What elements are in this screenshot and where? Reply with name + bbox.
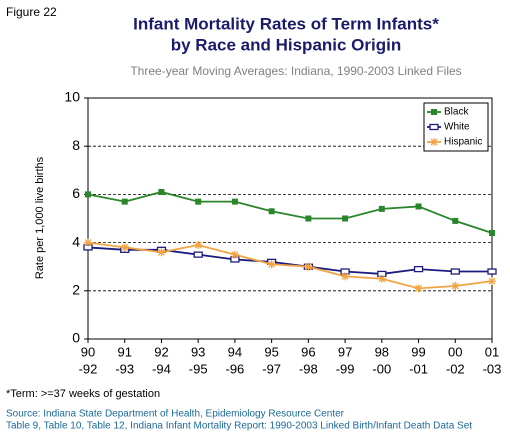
marker xyxy=(431,109,437,115)
figure-label: Figure 22 xyxy=(6,5,57,19)
marker xyxy=(121,198,128,205)
marker xyxy=(430,138,438,146)
legend-label: White xyxy=(444,122,470,133)
marker xyxy=(451,281,460,290)
marker xyxy=(415,203,422,210)
y-tick-label: 4 xyxy=(72,233,80,249)
marker xyxy=(413,265,424,273)
x-tick-label: 99 xyxy=(411,344,425,359)
marker xyxy=(489,229,495,236)
x-tick-label: 00 xyxy=(448,344,462,359)
x-tick-label: -01 xyxy=(409,361,428,376)
x-tick-label: -03 xyxy=(483,361,502,376)
marker xyxy=(487,268,497,275)
x-tick-label: -00 xyxy=(372,361,391,376)
marker xyxy=(230,250,239,259)
marker xyxy=(85,191,91,198)
series-line xyxy=(87,191,493,234)
marker xyxy=(304,262,313,271)
marker xyxy=(194,241,203,250)
marker xyxy=(195,198,202,205)
plot-area xyxy=(87,97,493,340)
x-tick-label: 94 xyxy=(228,344,242,359)
x-tick-label: 92 xyxy=(154,344,168,359)
source: Table 9, Table 10, Table 12, Indiana Inf… xyxy=(6,421,472,432)
marker xyxy=(342,215,349,222)
x-tick-label: -99 xyxy=(336,361,355,376)
y-tick-label: 2 xyxy=(72,282,80,298)
marker xyxy=(231,198,238,205)
chart-subtitle: Three-year Moving Averages: Indiana, 199… xyxy=(130,64,461,78)
x-tick-label: -98 xyxy=(299,361,318,376)
x-tick-label: -96 xyxy=(226,361,245,376)
x-tick-label: 93 xyxy=(191,344,205,359)
series-line xyxy=(87,241,493,290)
marker xyxy=(268,208,275,215)
marker xyxy=(84,238,92,247)
marker xyxy=(158,188,165,195)
x-tick-label: -02 xyxy=(446,361,465,376)
marker xyxy=(450,268,460,275)
x-tick-label: -92 xyxy=(79,361,98,376)
y-tick-label: 8 xyxy=(72,137,80,153)
marker xyxy=(378,205,385,212)
x-tick-label: 01 xyxy=(485,344,499,359)
x-tick-label: 91 xyxy=(117,344,131,359)
source: Source: Indiana State Department of Heal… xyxy=(6,409,345,420)
marker xyxy=(193,251,203,258)
marker xyxy=(267,260,276,269)
footnote: *Term: >=37 weeks of gestation xyxy=(6,388,160,400)
x-tick-label: 95 xyxy=(264,344,278,359)
y-tick-label: 10 xyxy=(64,89,80,105)
y-tick-label: 0 xyxy=(72,330,80,346)
legend-label: Black xyxy=(444,107,469,118)
chart-title: Infant Mortality Rates of Term Infants* xyxy=(133,14,439,33)
x-tick-label: 90 xyxy=(81,344,95,359)
marker xyxy=(377,274,386,283)
legend-label: Hispanic xyxy=(444,137,482,148)
marker xyxy=(341,272,350,281)
marker xyxy=(452,217,459,224)
marker xyxy=(429,123,439,131)
x-tick-label: -95 xyxy=(189,361,208,376)
x-tick-label: -93 xyxy=(115,361,134,376)
x-tick-label: 98 xyxy=(375,344,389,359)
marker xyxy=(414,284,423,293)
x-tick-label: 97 xyxy=(338,344,352,359)
y-axis-label: Rate per 1,000 live births xyxy=(34,156,46,279)
chart-title: by Race and Hispanic Origin xyxy=(171,35,402,54)
marker xyxy=(305,215,312,222)
marker xyxy=(488,277,496,286)
x-tick-label: 96 xyxy=(301,344,315,359)
marker xyxy=(157,248,166,257)
y-tick-label: 6 xyxy=(72,185,80,201)
x-tick-label: -94 xyxy=(152,361,171,376)
marker xyxy=(120,243,129,252)
series-line xyxy=(87,246,492,275)
x-tick-label: -97 xyxy=(262,361,281,376)
